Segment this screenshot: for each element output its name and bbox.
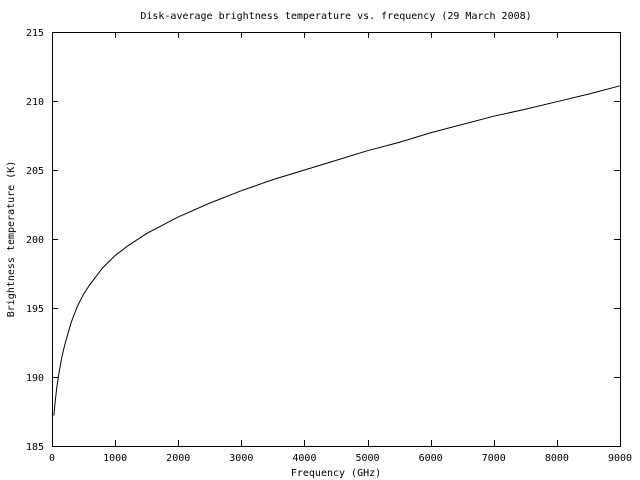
x-tick-label: 3000 bbox=[229, 453, 253, 464]
x-tick-label: 8000 bbox=[545, 453, 569, 464]
y-tick-label: 190 bbox=[26, 373, 44, 384]
y-tick-label: 205 bbox=[26, 166, 44, 177]
x-tick-label: 2000 bbox=[166, 453, 190, 464]
x-tick-label: 4000 bbox=[292, 453, 316, 464]
y-tick-label: 215 bbox=[26, 28, 44, 39]
x-tick-label: 7000 bbox=[482, 453, 506, 464]
x-axis-label: Frequency (GHz) bbox=[291, 468, 381, 479]
y-tick-label: 210 bbox=[26, 97, 44, 108]
x-tick-label: 5000 bbox=[356, 453, 380, 464]
x-tick-label: 1000 bbox=[103, 453, 127, 464]
x-tick-label: 9000 bbox=[608, 453, 632, 464]
y-tick-label: 195 bbox=[26, 304, 44, 315]
x-tick-label: 0 bbox=[49, 453, 55, 464]
chart-title: Disk-average brightness temperature vs. … bbox=[140, 11, 531, 22]
y-tick-label: 185 bbox=[26, 442, 44, 453]
tick-labels: 0 1000 2000 3000 4000 5000 6000 7000 8000 9000 185… bbox=[26, 28, 632, 464]
ticks bbox=[52, 32, 621, 447]
data-series-line bbox=[53, 85, 621, 416]
x-tick-label: 6000 bbox=[419, 453, 443, 464]
y-tick-label: 200 bbox=[26, 235, 44, 246]
y-axis-label: Brightness temperature (K) bbox=[6, 161, 17, 318]
